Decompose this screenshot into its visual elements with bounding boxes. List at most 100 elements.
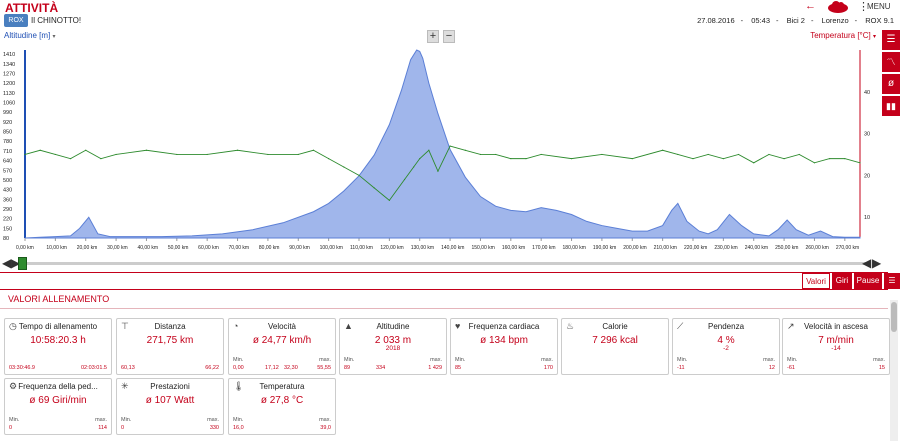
activity-device: ROX 9.1 (865, 16, 894, 25)
temperature-point (813, 162, 816, 164)
x-tick-label: 200,00 km (623, 245, 646, 251)
scroll-back-icon[interactable]: ◀ (862, 256, 872, 270)
tab-laps[interactable]: Giri (832, 273, 852, 289)
card-min-label: Min. (121, 417, 132, 423)
scrollbar[interactable] (890, 300, 898, 441)
arrow-left-icon[interactable]: ← (805, 0, 816, 12)
y2-tick-label: 40 (864, 90, 870, 96)
card-ascent-value: 03:30:46.9 (9, 365, 35, 371)
y-tick-label: 150 (3, 226, 12, 232)
tab-values[interactable]: Valori (802, 273, 830, 289)
card-value: 7 m/min (818, 335, 854, 346)
y-tick-label: 1200 (3, 81, 15, 87)
left-axis-selector[interactable]: Altitudine [m] ▾ (4, 31, 56, 40)
card-title: Frequenza cardiaca (468, 322, 540, 331)
stat-card: ♥ Frequenza cardiaca ø 134 bpm Min. max. 85 17… (450, 318, 558, 375)
y-tick-label: 920 (3, 120, 12, 126)
card-max-value: 12 (768, 365, 775, 371)
temperature-point (495, 153, 497, 156)
scroll-right-icon[interactable]: ▶ (11, 256, 21, 270)
temperature-point (100, 158, 102, 160)
x-tick-label: 190,00 km (593, 245, 616, 251)
zoom-out-button[interactable]: − (443, 30, 455, 43)
page-title: ATTIVITÀ (5, 1, 59, 15)
card-descent-value: 66,22 (205, 365, 219, 371)
average-icon[interactable]: ø (882, 74, 900, 94)
clock-icon: ◷ (9, 321, 17, 331)
list-menu-icon[interactable]: ☰ (884, 273, 900, 289)
temperature-point (540, 153, 542, 156)
y-tick-label: 1340 (3, 62, 15, 68)
x-tick-label: 40,00 km (137, 245, 158, 251)
section-divider (0, 308, 888, 309)
card-min-label: Min. (677, 357, 688, 363)
card-max-label: max. (430, 357, 442, 363)
x-tick-label: 120,00 km (380, 245, 403, 251)
tab-divider (0, 289, 888, 290)
section-title: VALORI ALLENAMENTO (8, 294, 110, 304)
tab-pause[interactable]: Pause (854, 273, 882, 289)
range-slider[interactable]: ◀ ▶ ◀ ▶ (0, 256, 900, 271)
card-min-value: 89 (344, 365, 351, 371)
card-min-label: Min. (9, 417, 20, 423)
y-tick-label: 290 (3, 207, 12, 213)
slider-handle[interactable] (18, 257, 27, 270)
temperature-point (328, 158, 330, 160)
temperature-point (54, 153, 56, 156)
temperature-point (69, 158, 72, 160)
flame-icon: ♨ (566, 321, 575, 331)
activity-bike: Bici 2 (786, 16, 805, 25)
temperature-point (428, 149, 430, 151)
y-tick-label: 360 (3, 197, 12, 203)
y-tick-label: 1410 (3, 52, 15, 58)
right-axis-selector[interactable]: Temperatura [°C] ▾ (810, 31, 876, 40)
temperature-point (437, 170, 439, 172)
x-tick-label: 260,00 km (805, 245, 828, 251)
temperature-series-line (24, 145, 861, 202)
temperature-point (783, 158, 785, 160)
card-title: Temperatura (259, 382, 305, 391)
x-tick-label: 60,00 km (198, 245, 219, 251)
stat-card: ⊤ Distanza 271,75 km 60,13 66,22 (116, 318, 224, 375)
chart-svg[interactable]: 1410 1340 1270 1200 1130 1060 990 920 850 780 710 6… (0, 30, 900, 256)
top-divider (0, 272, 888, 273)
zoom-in-button[interactable]: + (427, 30, 439, 43)
x-tick-label: 270,00 km (836, 245, 859, 251)
card-title: Calorie (602, 322, 628, 331)
scroll-left-icon[interactable]: ◀ (2, 256, 12, 270)
list-view-icon[interactable]: ☰ (882, 30, 900, 50)
card-max-value: 1 429 (428, 365, 442, 371)
road-icon: ⊤ (121, 321, 129, 331)
temperature-point (388, 199, 390, 201)
card-sub-value: 2018 (385, 345, 401, 352)
header: ATTIVITÀ ROX Il CHINOTTO! ← ⋮ MENU 27.08… (0, 0, 900, 30)
x-tick-label: 20,00 km (77, 245, 98, 251)
scroll-forward-icon[interactable]: ▶ (872, 256, 882, 270)
bar-chart-icon[interactable]: ▮▮ (882, 96, 900, 116)
line-chart-icon[interactable]: 〽 (882, 52, 900, 72)
card-max-label: max. (873, 357, 885, 363)
x-tick-label: 50,00 km (168, 245, 189, 251)
temperature-point (39, 149, 41, 151)
altitude-temperature-chart[interactable]: 1410 1340 1270 1200 1130 1060 990 920 850 780 710 6… (0, 30, 900, 256)
y-tick-label: 850 (3, 130, 12, 136)
activity-logo-icon: ROX (4, 14, 28, 27)
activity-date: 27.08.2016 (697, 16, 735, 25)
temperature-point (677, 153, 679, 156)
card-title: Velocità (267, 322, 297, 331)
thermometer-icon: 🌡 (233, 381, 245, 391)
x-tick-label: 240,00 km (745, 245, 768, 251)
dots-icon[interactable]: ⋮ (858, 1, 869, 13)
card-max-value: 55,55 (317, 365, 331, 371)
temperature-point (373, 187, 375, 189)
card-title: Tempo di allenamento (18, 322, 98, 331)
y2-tick-label: 30 (864, 132, 870, 138)
card-min-value: 85 (455, 365, 462, 371)
tab-bar: Valori Giri Pause ☰ (802, 273, 900, 289)
menu-button[interactable]: MENU (867, 2, 891, 11)
x-tick-label: 250,00 km (775, 245, 798, 251)
card-value: 7 296 kcal (592, 335, 638, 346)
card-value: 271,75 km (146, 335, 194, 346)
cloud-icon[interactable] (827, 1, 849, 15)
